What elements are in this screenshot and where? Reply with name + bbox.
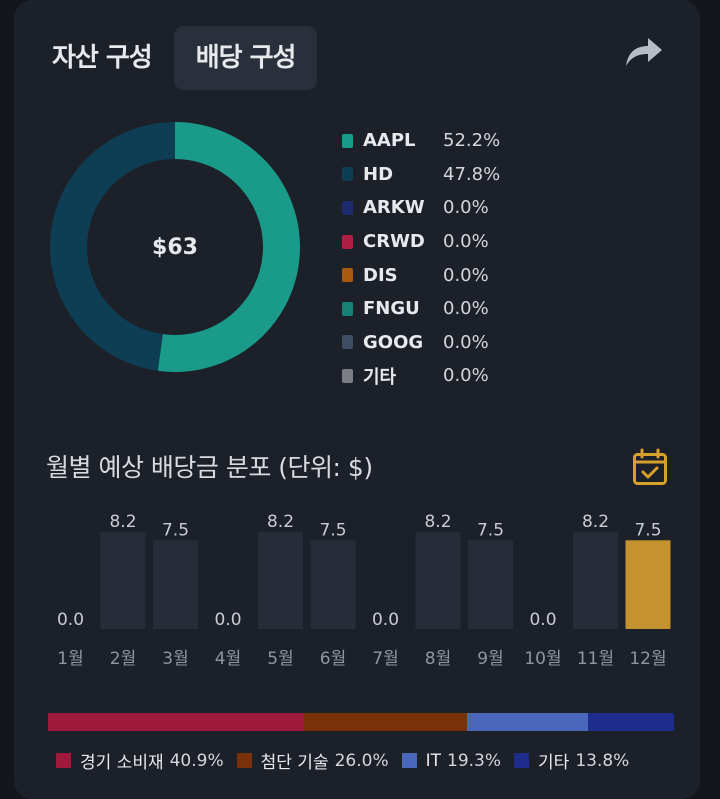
sector-name: 경기 소비재 — [80, 753, 164, 773]
bar-value-label: 7.5 — [477, 520, 504, 540]
legend-percent: 0.0% — [443, 365, 489, 387]
month-tick-label: 5월 — [267, 649, 293, 669]
legend-ticker: HD — [363, 163, 394, 185]
legend-swatch — [342, 335, 353, 350]
month-tick-label: 10월 — [524, 649, 561, 669]
monthly-dividend-title: 월별 예상 배당금 분포 (단위: $) — [46, 453, 373, 482]
sector-swatch — [514, 753, 530, 768]
sector-distribution-bar — [48, 713, 674, 731]
sector-percent: 40.9% — [169, 750, 224, 771]
bar-value-label: 8.2 — [582, 512, 609, 532]
legend-item: FNGU 0.0% — [342, 292, 500, 326]
month-tick-label: 9월 — [477, 649, 503, 669]
sector-segment[interactable] — [587, 713, 674, 731]
bar-value-label: 7.5 — [634, 520, 661, 540]
month-tick-label: 1월 — [57, 649, 83, 669]
bar-value-label: 8.2 — [424, 512, 451, 532]
legend-percent: 0.0% — [443, 197, 489, 219]
sector-segment[interactable] — [48, 713, 305, 731]
legend-item: DIS 0.0% — [342, 258, 500, 292]
legend-item: CRWD 0.0% — [342, 225, 500, 259]
sector-legend-item: 기타 13.8% — [514, 748, 629, 773]
sector-swatch — [236, 753, 252, 768]
composition-tabs: 자산 구성 배당 구성 — [30, 26, 318, 90]
bar-value-label: 0.0 — [529, 610, 556, 630]
legend-percent: 0.0% — [443, 331, 489, 353]
share-icon[interactable] — [622, 34, 664, 70]
legend-item: AAPL 52.2% — [342, 124, 500, 158]
legend-percent: 0.0% — [443, 231, 489, 253]
sector-swatch — [401, 753, 417, 768]
tab-dividend-composition[interactable]: 배당 구성 — [173, 26, 318, 90]
sector-legend-item: 경기 소비재 40.9% — [56, 748, 224, 773]
sector-segment[interactable] — [466, 713, 588, 731]
legend-ticker: CRWD — [363, 231, 425, 253]
bar-11[interactable] — [573, 532, 618, 629]
donut-total-label: $63 — [152, 234, 198, 260]
tab-asset-composition[interactable]: 자산 구성 — [52, 43, 153, 73]
legend-ticker: 기타 — [363, 366, 397, 388]
sector-swatch — [56, 753, 71, 768]
bar-value-label: 8.2 — [267, 512, 294, 532]
sector-percent: 26.0% — [334, 750, 389, 771]
bar-value-label: 0.0 — [57, 610, 84, 630]
holdings-donut-chart — [49, 122, 300, 372]
legend-ticker: GOOG — [363, 331, 424, 353]
bar-8[interactable] — [415, 532, 461, 629]
month-tick-label: 11월 — [577, 649, 614, 669]
legend-percent: 47.8% — [443, 163, 501, 185]
bar-value-label: 8.2 — [109, 512, 136, 532]
holdings-legend: AAPL 52.2% HD 47.8% ARKW 0.0% CRWD 0.0% DIS 0.0% F… — [342, 124, 500, 393]
bar-value-label: 7.5 — [162, 520, 189, 540]
legend-item: ARKW 0.0% — [342, 191, 500, 225]
legend-item: 기타 0.0% — [342, 359, 500, 393]
bar-value-label: 0.0 — [372, 610, 399, 630]
legend-item: HD 47.8% — [342, 158, 500, 192]
legend-ticker: ARKW — [363, 197, 425, 219]
sector-percent: 19.3% — [447, 750, 502, 771]
legend-swatch — [342, 368, 353, 383]
bar-3[interactable] — [153, 540, 198, 629]
sector-legend-item: IT 19.3% — [401, 750, 502, 771]
legend-swatch — [342, 234, 353, 249]
bar-5[interactable] — [258, 532, 303, 629]
month-tick-label: 2월 — [110, 649, 136, 669]
month-tick-label: 7월 — [372, 649, 398, 669]
sector-name: 기타 — [538, 753, 570, 773]
donut-slice-aapl[interactable] — [157, 122, 300, 372]
month-tick-label: 4월 — [215, 649, 241, 669]
legend-percent: 0.0% — [443, 264, 489, 286]
donut-slice-hd[interactable] — [49, 122, 175, 371]
legend-swatch — [342, 200, 353, 215]
legend-swatch — [342, 268, 353, 283]
sector-name: IT — [425, 750, 442, 771]
sector-legend-item: 첨단 기술 26.0% — [236, 748, 389, 773]
bar-6[interactable] — [310, 540, 356, 629]
bar-2[interactable] — [100, 532, 146, 629]
legend-ticker: FNGU — [363, 298, 420, 320]
month-tick-label: 12월 — [629, 649, 666, 669]
bar-9[interactable] — [468, 540, 513, 629]
bar-value-label: 7.5 — [319, 520, 346, 540]
legend-item: GOOG 0.0% — [342, 326, 500, 360]
bar-value-label: 0.0 — [214, 610, 241, 630]
sector-segment[interactable] — [304, 713, 467, 731]
sector-percent: 13.8% — [575, 750, 630, 771]
month-tick-label: 6월 — [320, 649, 346, 669]
bar-12[interactable] — [625, 540, 671, 629]
legend-swatch — [342, 133, 353, 148]
legend-percent: 0.0% — [443, 298, 489, 320]
month-tick-label: 3월 — [162, 649, 188, 669]
month-tick-label: 8월 — [425, 649, 451, 669]
sector-name: 첨단 기술 — [260, 753, 329, 773]
calendar-check-icon[interactable] — [632, 448, 668, 486]
legend-percent: 52.2% — [443, 130, 501, 152]
legend-swatch — [342, 301, 353, 316]
legend-ticker: AAPL — [363, 130, 416, 152]
legend-ticker: DIS — [363, 264, 398, 286]
sector-legend: 경기 소비재 40.9% 첨단 기술 26.0% IT 19.3% 기타 13.8% — [56, 748, 642, 773]
legend-swatch — [342, 167, 353, 182]
